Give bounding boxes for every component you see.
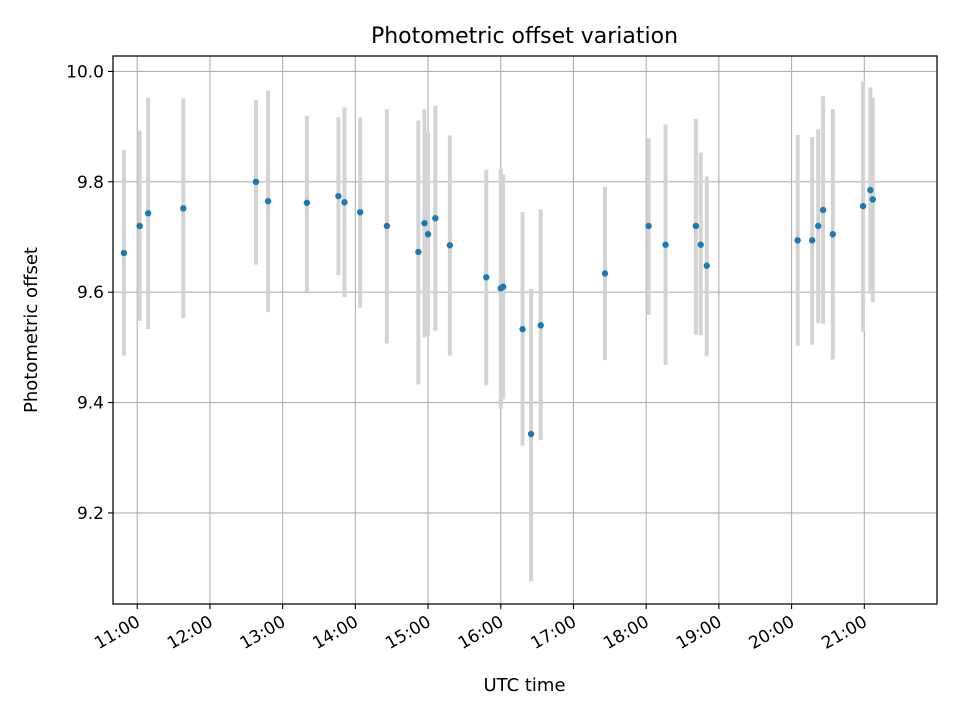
data-point [692,222,700,230]
data-point [252,178,260,186]
data-point [357,208,364,216]
data-point [120,249,128,257]
data-point [424,231,432,238]
y-axis-ticks: 9.2 9.4 9.6 9.8 10.0 [66,62,113,524]
data-point [867,186,874,194]
data-point [808,237,816,244]
data-point [432,215,439,222]
data-point [483,274,490,281]
data-point [421,220,428,227]
data-point [645,222,652,230]
data-point [527,430,535,438]
data-point [869,196,876,203]
data-point [601,270,609,277]
y-tick-label: 10.0 [66,62,104,82]
data-point [335,192,342,200]
data-point [264,197,272,205]
y-axis-label: Photometric offset [21,247,42,413]
data-point [499,283,507,290]
data-points [120,178,876,438]
data-point [794,237,801,244]
x-axis-label: UTC time [483,675,565,696]
data-point [819,206,827,214]
chart-title: Photometric offset variation [371,24,678,49]
y-tick-label: 9.8 [77,173,104,193]
plot-area-frame [112,55,938,605]
data-point [383,222,391,230]
data-point [415,248,422,256]
data-point [859,202,867,210]
y-tick-label: 9.2 [77,504,104,524]
data-point [815,222,822,230]
y-tick-label: 9.4 [77,394,104,414]
data-point [341,199,348,206]
data-point [180,205,187,212]
data-point [829,231,836,238]
data-point [446,242,454,249]
data-point [537,322,544,329]
y-tick-label: 9.6 [77,283,104,303]
data-point [136,222,143,230]
data-point [703,262,710,269]
data-point [662,241,669,248]
data-point [697,241,704,248]
data-point [303,199,311,206]
data-point [144,210,152,217]
data-point [519,325,526,333]
